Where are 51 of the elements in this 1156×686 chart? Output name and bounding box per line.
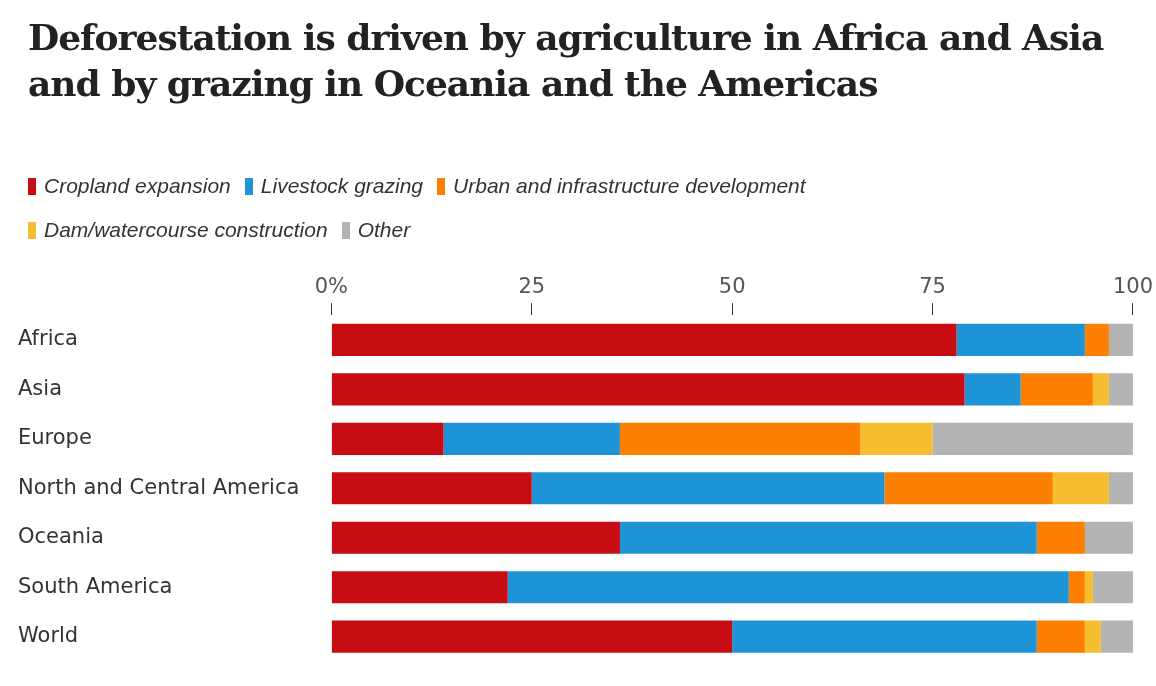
bar bbox=[619, 422, 861, 455]
x-tick-label: 0% bbox=[314, 274, 349, 299]
bar bbox=[884, 472, 1053, 505]
bar bbox=[964, 373, 1021, 406]
y-tick-label: Oceania bbox=[18, 524, 104, 549]
bar bbox=[932, 422, 1133, 455]
y-tick-label: North and Central America bbox=[18, 474, 300, 499]
bar bbox=[1052, 472, 1109, 505]
bar bbox=[331, 472, 532, 505]
bar bbox=[1036, 521, 1085, 554]
bar bbox=[1108, 472, 1133, 505]
bar bbox=[507, 571, 1069, 604]
x-tick-label: 75 bbox=[919, 274, 946, 299]
x-tick-label: 50 bbox=[718, 274, 746, 299]
bar bbox=[1084, 571, 1093, 604]
bar bbox=[1108, 373, 1133, 406]
bar bbox=[331, 422, 444, 455]
legend-label: Cropland expansion bbox=[44, 174, 231, 197]
bar bbox=[619, 521, 1037, 554]
y-tick-label: Europe bbox=[18, 425, 92, 450]
bar bbox=[1084, 323, 1109, 356]
bar bbox=[331, 571, 508, 604]
bar bbox=[331, 323, 957, 356]
bar bbox=[1092, 373, 1109, 406]
bar bbox=[443, 422, 620, 455]
bar bbox=[860, 422, 933, 455]
bar bbox=[1020, 373, 1093, 406]
y-tick-label: South America bbox=[18, 573, 173, 598]
bar bbox=[1108, 323, 1133, 356]
bar bbox=[956, 323, 1085, 356]
bar bbox=[1084, 620, 1101, 653]
bar bbox=[1092, 571, 1133, 604]
chart-title: Deforestation is driven by agriculture in Africa and Asia and by grazing in Oceania and the Americas bbox=[28, 15, 1105, 106]
y-tick-label: Africa bbox=[18, 326, 78, 351]
y-tick-label: Asia bbox=[18, 375, 63, 400]
legend-label: Livestock grazing bbox=[260, 174, 424, 197]
bar bbox=[331, 373, 965, 406]
legend-label: Dam/watercourse construction bbox=[44, 218, 328, 241]
x-tick-label: 100 bbox=[1112, 274, 1154, 299]
bar bbox=[331, 620, 733, 653]
bar bbox=[1084, 521, 1133, 554]
x-tick-label: 25 bbox=[518, 274, 546, 299]
bar bbox=[331, 521, 620, 554]
bar bbox=[1100, 620, 1133, 653]
bar bbox=[732, 620, 1037, 653]
legend-label: Other bbox=[357, 218, 411, 241]
y-tick-label: World bbox=[18, 623, 79, 648]
bar bbox=[1068, 571, 1085, 604]
legend-label: Urban and infrastructure development bbox=[453, 174, 806, 197]
bar bbox=[1036, 620, 1085, 653]
bar bbox=[531, 472, 885, 505]
